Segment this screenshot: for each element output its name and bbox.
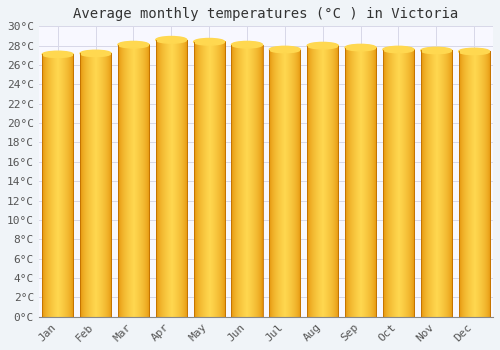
Ellipse shape <box>232 41 262 48</box>
Ellipse shape <box>270 46 300 53</box>
Ellipse shape <box>307 42 338 49</box>
Ellipse shape <box>421 47 452 54</box>
Title: Average monthly temperatures (°C ) in Victoria: Average monthly temperatures (°C ) in Vi… <box>74 7 458 21</box>
Ellipse shape <box>118 41 149 48</box>
Ellipse shape <box>156 36 187 43</box>
Ellipse shape <box>42 51 74 57</box>
Ellipse shape <box>80 50 111 57</box>
Ellipse shape <box>345 44 376 51</box>
Ellipse shape <box>383 46 414 53</box>
Ellipse shape <box>458 48 490 55</box>
Ellipse shape <box>194 38 224 45</box>
